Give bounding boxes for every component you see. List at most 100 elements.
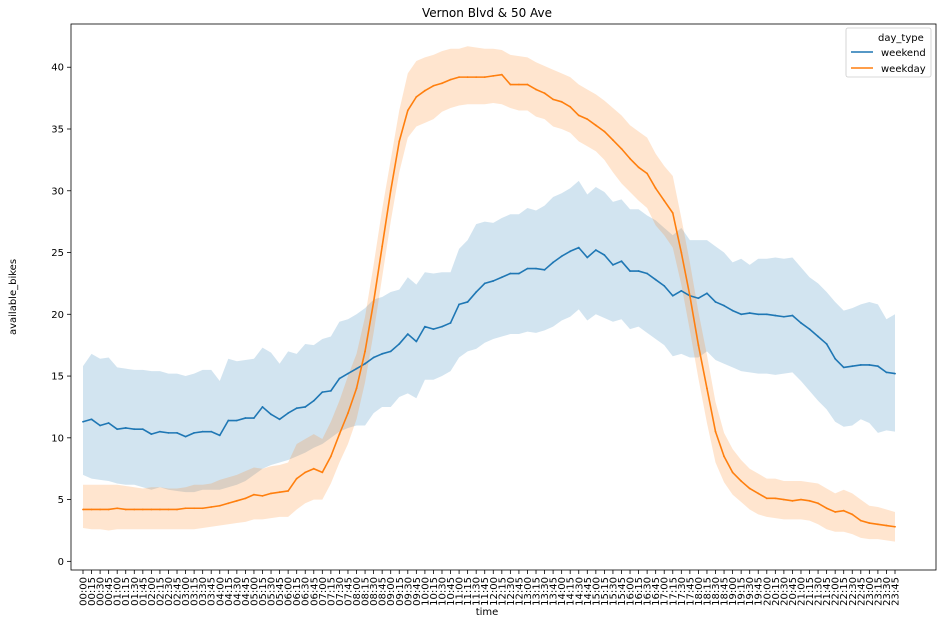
data-point-weekday: [877, 523, 879, 526]
data-point-weekend: [774, 314, 777, 317]
data-point-weekend: [586, 256, 589, 259]
data-point-weekday: [774, 497, 777, 500]
data-point-weekday: [594, 124, 597, 127]
data-point-weekend: [235, 419, 238, 422]
x-tick-label: 12:00: [489, 577, 500, 606]
legend-label-weekend: weekend: [881, 48, 926, 59]
x-tick-label: 10:45: [446, 577, 457, 606]
x-tick-label: 04:00: [215, 577, 226, 606]
y-axis: 0 5 10 15 20 25 30 35 40: [51, 63, 71, 568]
x-tick-label: 03:00: [181, 577, 192, 606]
data-point-weekday: [415, 95, 418, 98]
x-tick-label: 23:30: [882, 577, 893, 606]
data-point-weekday: [321, 471, 324, 474]
data-point-weekend: [261, 406, 264, 408]
data-point-weekday: [868, 522, 871, 524]
data-point-weekday: [270, 492, 272, 495]
data-point-weekday: [688, 294, 691, 297]
data-point-weekend: [338, 377, 341, 380]
data-point-weekend: [124, 427, 127, 429]
x-tick-label: 14:00: [557, 577, 568, 606]
data-point-weekday: [791, 499, 794, 502]
data-point-weekend: [107, 422, 110, 424]
x-tick-label: 06:15: [292, 577, 303, 606]
chart-title: Vernon Blvd & 50 Ave: [422, 6, 552, 20]
data-point-weekday: [723, 455, 725, 458]
data-point-weekday: [740, 480, 743, 482]
data-point-weekday: [748, 487, 751, 490]
data-point-weekday: [235, 499, 238, 502]
x-tick-label: 02:15: [155, 577, 166, 606]
y-tick-label: 0: [58, 557, 64, 568]
data-point-weekend: [244, 417, 247, 419]
data-point-weekday: [218, 504, 221, 507]
x-tick-label: 09:15: [395, 577, 406, 606]
x-tick-label: 03:45: [207, 577, 218, 606]
data-point-weekend: [483, 282, 486, 285]
x-tick-label: 21:15: [805, 577, 816, 606]
data-point-weekend: [671, 294, 674, 297]
x-tick-label: 20:45: [788, 577, 799, 606]
x-tick-label: 10:30: [437, 577, 448, 606]
data-point-weekend: [877, 365, 879, 368]
data-point-weekend: [329, 389, 332, 392]
x-tick-label: 05:00: [249, 577, 260, 606]
data-point-weekday: [569, 105, 572, 108]
x-tick-label: 19:30: [745, 577, 756, 606]
x-tick-label: 02:45: [173, 577, 184, 606]
data-point-weekend: [594, 249, 597, 251]
data-point-weekday: [859, 519, 862, 522]
data-point-weekday: [141, 508, 144, 511]
data-point-weekday: [629, 157, 631, 160]
data-point-weekend: [133, 428, 136, 431]
data-point-weekend: [868, 364, 871, 366]
data-point-weekend: [99, 424, 101, 427]
x-tick-label: 19:15: [737, 577, 748, 606]
data-point-weekend: [295, 407, 298, 410]
x-tick-label: 09:00: [386, 577, 397, 606]
data-point-weekend: [389, 350, 392, 353]
y-tick-label: 35: [51, 125, 64, 136]
data-point-weekend: [765, 313, 768, 316]
data-point-weekday: [654, 187, 657, 190]
x-tick-label: 05:30: [267, 577, 278, 606]
x-tick-label: 16:00: [626, 577, 637, 606]
x-tick-label: 10:00: [420, 577, 431, 606]
data-point-weekend: [723, 304, 725, 307]
x-tick-label: 22:00: [831, 577, 842, 606]
plot-area-frame: [70, 23, 937, 571]
data-point-weekend: [176, 431, 178, 434]
data-point-weekend: [432, 328, 435, 331]
data-point-weekend: [577, 246, 580, 249]
x-tick-label: 23:45: [891, 577, 902, 606]
data-point-weekend: [654, 278, 657, 281]
data-point-weekday: [167, 508, 170, 511]
data-point-weekend: [500, 276, 503, 279]
data-point-weekday: [176, 508, 178, 511]
data-point-weekend: [748, 312, 751, 314]
data-point-weekend: [466, 301, 469, 303]
data-point-weekday: [159, 508, 161, 511]
x-tick-label: 20:30: [779, 577, 790, 606]
data-point-weekend: [817, 335, 819, 338]
data-point-weekday: [714, 430, 717, 433]
x-tick-label: 06:00: [284, 577, 295, 606]
x-tick-label: 08:00: [352, 577, 363, 606]
data-point-weekend: [312, 399, 315, 402]
y-tick-label: 25: [51, 248, 64, 259]
y-tick-label: 40: [51, 63, 64, 74]
x-tick-label: 02:00: [147, 577, 158, 606]
x-tick-label: 12:30: [506, 577, 517, 606]
data-point-weekend: [569, 250, 572, 253]
data-point-weekday: [620, 147, 623, 150]
data-point-weekday: [312, 467, 315, 470]
data-point-weekend: [167, 431, 170, 434]
data-point-weekday: [894, 525, 896, 528]
data-point-weekend: [680, 289, 683, 292]
data-point-weekday: [526, 83, 529, 86]
data-point-weekend: [355, 367, 358, 370]
data-point-weekend: [859, 364, 862, 366]
data-point-weekday: [133, 508, 136, 511]
data-point-weekend: [535, 267, 537, 270]
